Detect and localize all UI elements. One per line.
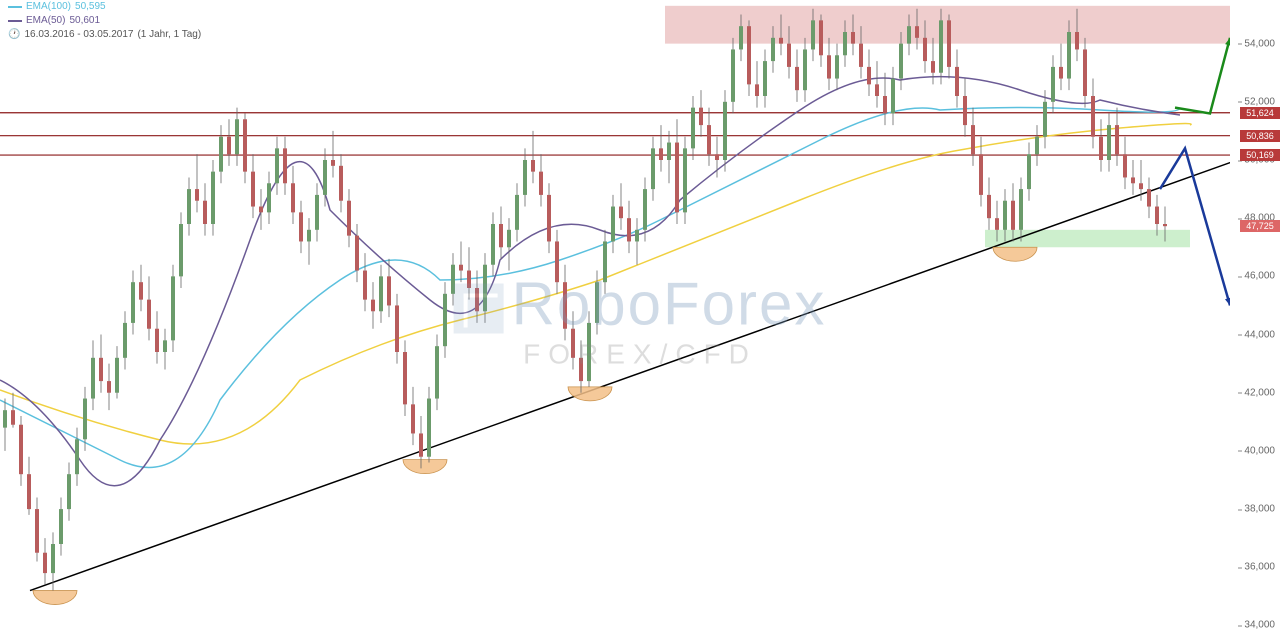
chart-area: [0, 0, 1230, 640]
ema50-label: EMA(50): [26, 14, 65, 28]
y-tick: 42,000: [1244, 387, 1275, 398]
timeframe: (1 Jahr, 1 Tag): [137, 28, 201, 42]
ema100-value: 50,595: [75, 0, 106, 14]
y-tick: 52,000: [1244, 96, 1275, 107]
y-tick: 40,000: [1244, 445, 1275, 456]
hline-label: 51,624: [1240, 107, 1280, 119]
hline-label: 50,169: [1240, 149, 1280, 161]
clock-icon: 🕐: [8, 28, 20, 42]
y-tick: 46,000: [1244, 271, 1275, 282]
hline-label: 50,836: [1240, 130, 1280, 142]
candlestick-chart: [0, 0, 1230, 640]
ema100-label: EMA(100): [26, 0, 71, 14]
y-tick: 36,000: [1244, 562, 1275, 573]
ema100-dash: [8, 6, 22, 8]
current-price-label: 47,725: [1240, 220, 1280, 232]
ema50-value: 50,601: [69, 14, 100, 28]
y-tick: 44,000: [1244, 329, 1275, 340]
y-tick: 38,000: [1244, 504, 1275, 515]
date-range: 16.03.2016 - 03.05.2017: [24, 28, 133, 42]
ema50-dash: [8, 20, 22, 22]
y-tick: 54,000: [1244, 38, 1275, 49]
y-tick: 34,000: [1244, 620, 1275, 631]
chart-header: EMA(100) 50,595 EMA(50) 50,601 🕐 16.03.2…: [8, 0, 201, 42]
y-axis: 34,000 36,000 38,000 40,000 42,000 44,000 46,0…: [1230, 0, 1280, 640]
